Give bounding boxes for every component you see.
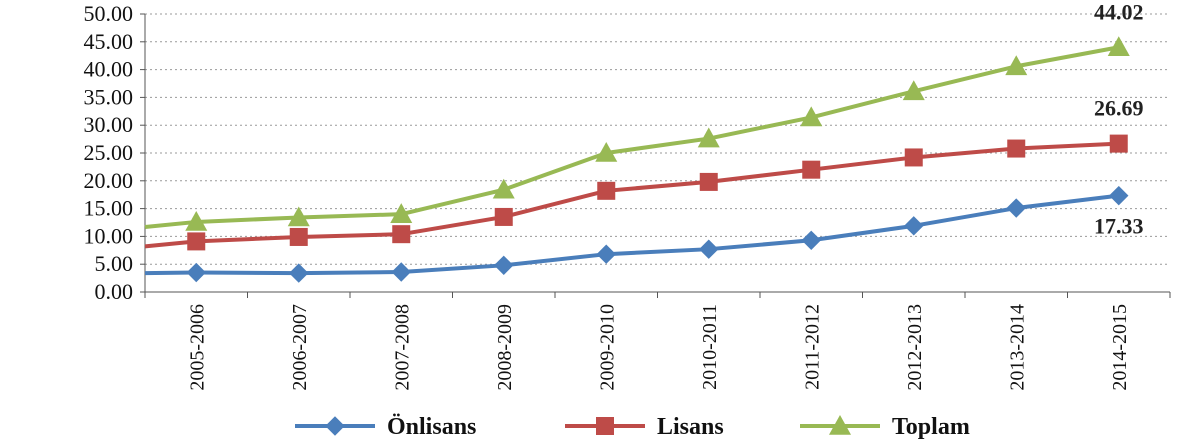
- gridlines: [145, 13, 1170, 265]
- data-point: [699, 239, 719, 259]
- x-tick-label: 2005-2006: [186, 304, 208, 391]
- legend: Önlisans Lisans Toplam: [295, 414, 970, 440]
- x-tick-label: 2012-2013: [904, 304, 926, 391]
- y-tick-label: 20.00: [84, 168, 134, 193]
- data-point: [697, 127, 720, 148]
- x-tick-label: 2013-2014: [1006, 304, 1028, 391]
- data-point: [595, 142, 618, 162]
- data-point: [492, 178, 515, 199]
- x-tick-label: 2010-2011: [699, 304, 721, 390]
- x-tick-label: 2009-2010: [596, 304, 618, 391]
- series-layer: [144, 36, 1130, 283]
- data-label: 44.02: [1094, 0, 1144, 24]
- legend-label: Toplam: [892, 414, 970, 440]
- legend-entry: Önlisans: [295, 414, 476, 440]
- y-tick-label: 30.00: [84, 112, 134, 137]
- y-tick-label: 15.00: [84, 196, 134, 221]
- legend-entry: Toplam: [800, 414, 970, 440]
- y-tick-label: 40.00: [84, 57, 134, 82]
- y-tick-label: 10.00: [84, 223, 134, 248]
- y-tick-label: 0.00: [95, 279, 134, 304]
- legend-marker: [596, 417, 614, 435]
- data-point: [699, 172, 718, 191]
- data-point: [1005, 55, 1028, 76]
- data-point: [800, 106, 823, 127]
- y-tick-label: 45.00: [84, 29, 134, 54]
- data-point: [1107, 36, 1130, 57]
- data-point: [1109, 185, 1129, 206]
- data-label: 17.33: [1094, 214, 1144, 239]
- data-point: [904, 148, 923, 167]
- data-point: [494, 207, 513, 226]
- series-line: [144, 45, 1120, 229]
- data-point: [902, 80, 925, 101]
- legend-label: Önlisans: [387, 414, 476, 440]
- data-label: 26.69: [1094, 96, 1144, 121]
- data-point: [187, 232, 206, 251]
- y-tick-label: 50.00: [84, 1, 134, 26]
- data-point: [802, 160, 821, 179]
- data-point: [494, 255, 514, 276]
- y-tick-label: 35.00: [84, 84, 134, 109]
- data-point: [186, 262, 206, 283]
- data-point: [904, 216, 924, 236]
- legend-label: Lisans: [657, 414, 724, 440]
- x-axis: 2005-2006 2006-2007 2007-2008 2008-2009 2009…: [144, 291, 1171, 391]
- legend-entry: Lisans: [565, 414, 724, 440]
- x-tick-label: 2006-2007: [289, 304, 311, 391]
- data-point: [185, 210, 208, 231]
- x-tick-label: 2007-2008: [391, 304, 413, 391]
- x-tick-label: 2011-2012: [801, 304, 823, 390]
- data-point: [391, 262, 411, 282]
- data-point: [289, 263, 309, 283]
- series-nlisans: [144, 185, 1129, 283]
- data-point: [1109, 134, 1128, 153]
- data-point: [1007, 139, 1026, 158]
- legend-marker: [829, 415, 851, 435]
- data-point: [1006, 198, 1026, 218]
- x-tick-label: 2014-2015: [1109, 304, 1131, 391]
- data-point: [596, 244, 616, 264]
- data-point: [289, 227, 308, 246]
- y-tick-label: 5.00: [95, 251, 134, 276]
- data-point: [392, 225, 411, 244]
- y-tick-label: 25.00: [84, 140, 134, 165]
- x-tick-label: 2008-2009: [494, 304, 516, 391]
- data-point: [801, 230, 821, 250]
- data-point: [287, 206, 310, 227]
- series-toplam: [144, 36, 1130, 231]
- data-point: [597, 181, 616, 200]
- data-labels: 44.02 26.69 17.33: [1094, 0, 1144, 239]
- data-point: [390, 203, 413, 223]
- series-lisans: [144, 134, 1128, 251]
- legend-marker: [325, 416, 345, 436]
